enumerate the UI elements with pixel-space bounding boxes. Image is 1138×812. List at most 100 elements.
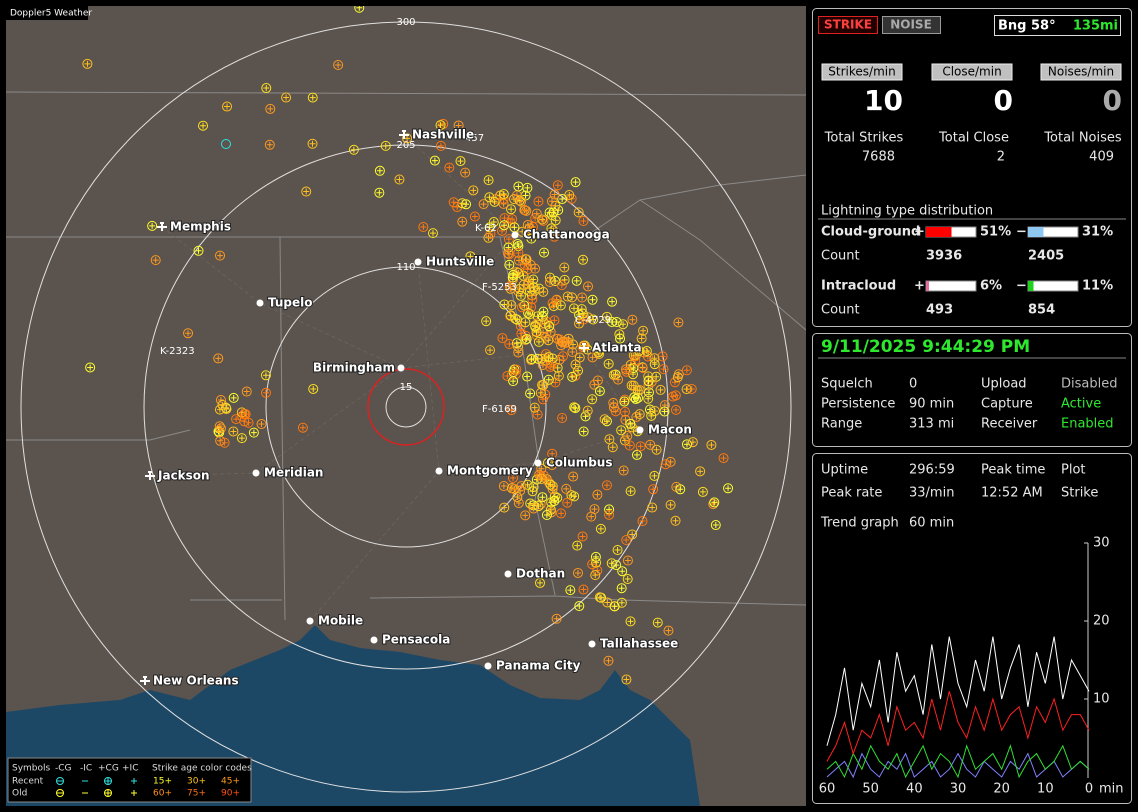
strike-symbol [245, 419, 252, 426]
strike-symbol [333, 59, 344, 70]
strike-symbol [524, 221, 531, 228]
strike-symbol [559, 262, 570, 273]
strike-symbol [258, 421, 265, 428]
y-tick-label: 10 [1093, 692, 1110, 707]
close-ring [367, 368, 445, 446]
strike-symbol [573, 277, 580, 284]
strike-symbol [604, 509, 615, 520]
strike-symbol [681, 365, 692, 376]
strike-symbol [667, 391, 678, 402]
strike-button-label[interactable]: STRIKE [824, 18, 872, 32]
setting: 313 mi [909, 417, 954, 432]
strike-symbol [572, 361, 579, 368]
city-dot [414, 258, 422, 266]
strike-symbol [578, 426, 589, 437]
strike-symbol [266, 141, 273, 148]
strike-symbol [509, 194, 520, 205]
strike-symbol [654, 619, 661, 626]
strike-button[interactable] [818, 16, 878, 34]
strike-tag: F-6169 [482, 404, 517, 415]
bar [1028, 281, 1034, 291]
strike-symbol [483, 318, 490, 325]
legend-row-label: Recent [12, 777, 44, 787]
strike-symbol [688, 385, 695, 392]
strike-symbol [706, 439, 717, 450]
strike-symbol [647, 502, 658, 513]
strike-symbol [478, 199, 489, 210]
strike-symbol [515, 500, 522, 507]
strike-symbol [618, 585, 625, 592]
strike-symbol [520, 510, 531, 521]
strike-symbol [147, 220, 158, 231]
strike-symbol [506, 405, 517, 416]
x-tick-label: 20 [993, 782, 1010, 797]
strike-symbol [283, 94, 290, 101]
strike-symbol [572, 405, 579, 412]
strike-symbol [469, 211, 480, 222]
strike-symbol [638, 325, 649, 336]
strike-symbol [499, 502, 510, 513]
strike-symbol [593, 347, 604, 358]
strike-symbol [549, 315, 560, 326]
strike-symbol [672, 517, 679, 524]
strike-symbol [538, 286, 549, 297]
strike-symbol [307, 92, 318, 103]
strike-symbol [484, 192, 495, 203]
strike-symbol [609, 601, 620, 612]
strike-symbol [649, 353, 660, 364]
strike-symbol [630, 365, 637, 372]
strike-symbol [550, 377, 561, 388]
strike-symbol [557, 302, 564, 309]
strike-symbol [594, 592, 605, 603]
strike-symbol [522, 319, 529, 326]
strike-symbol [603, 655, 614, 666]
strike-symbol [561, 483, 572, 494]
strike-symbol [374, 165, 385, 176]
noise-button[interactable] [882, 16, 941, 34]
strike-symbol [665, 499, 676, 510]
strike-symbol [545, 326, 556, 337]
strike-symbol [512, 315, 519, 322]
strike-symbol [467, 253, 474, 260]
strike-symbol [459, 218, 466, 225]
strike-symbol [262, 389, 269, 396]
strike-symbol [335, 61, 342, 68]
strike-symbol [215, 355, 222, 362]
strike-symbol [516, 328, 527, 339]
strike-symbol [510, 474, 517, 481]
strike-symbol [542, 351, 549, 358]
strike-symbol [262, 372, 269, 379]
total-label: Total Noises [1043, 131, 1122, 146]
strike-symbol [645, 378, 652, 385]
strike-symbol [260, 370, 271, 381]
bearing: Bng 58° [998, 19, 1056, 34]
strike-symbol [508, 483, 519, 494]
strike-symbol [222, 101, 233, 112]
strike-symbol [243, 388, 250, 395]
noise-button-label[interactable]: NOISE [890, 18, 932, 32]
legend-symbol [105, 778, 111, 784]
bar [1028, 227, 1044, 237]
strike-symbol [711, 499, 718, 506]
rate-value: 10 [864, 84, 903, 117]
rate-label-box [931, 63, 1013, 81]
strike-symbol [85, 362, 96, 373]
strike-symbol [553, 297, 560, 304]
city-dot [435, 467, 443, 475]
strike-symbol [575, 209, 582, 216]
strike-symbol [531, 327, 542, 338]
strike-symbol [435, 120, 446, 131]
strike-symbol [506, 341, 513, 348]
strike-symbol [622, 431, 633, 442]
legend-symbol [131, 778, 137, 784]
strike-symbol [308, 383, 319, 394]
strike-symbol [569, 491, 580, 502]
strike-symbol [632, 392, 643, 403]
strike-symbol [195, 247, 202, 254]
strike-symbol [356, 6, 363, 11]
city-dot [511, 231, 519, 239]
legend-symbol [104, 789, 112, 797]
strike-symbol [639, 347, 650, 358]
strike-symbol [508, 302, 515, 309]
strike-symbol [577, 531, 588, 542]
